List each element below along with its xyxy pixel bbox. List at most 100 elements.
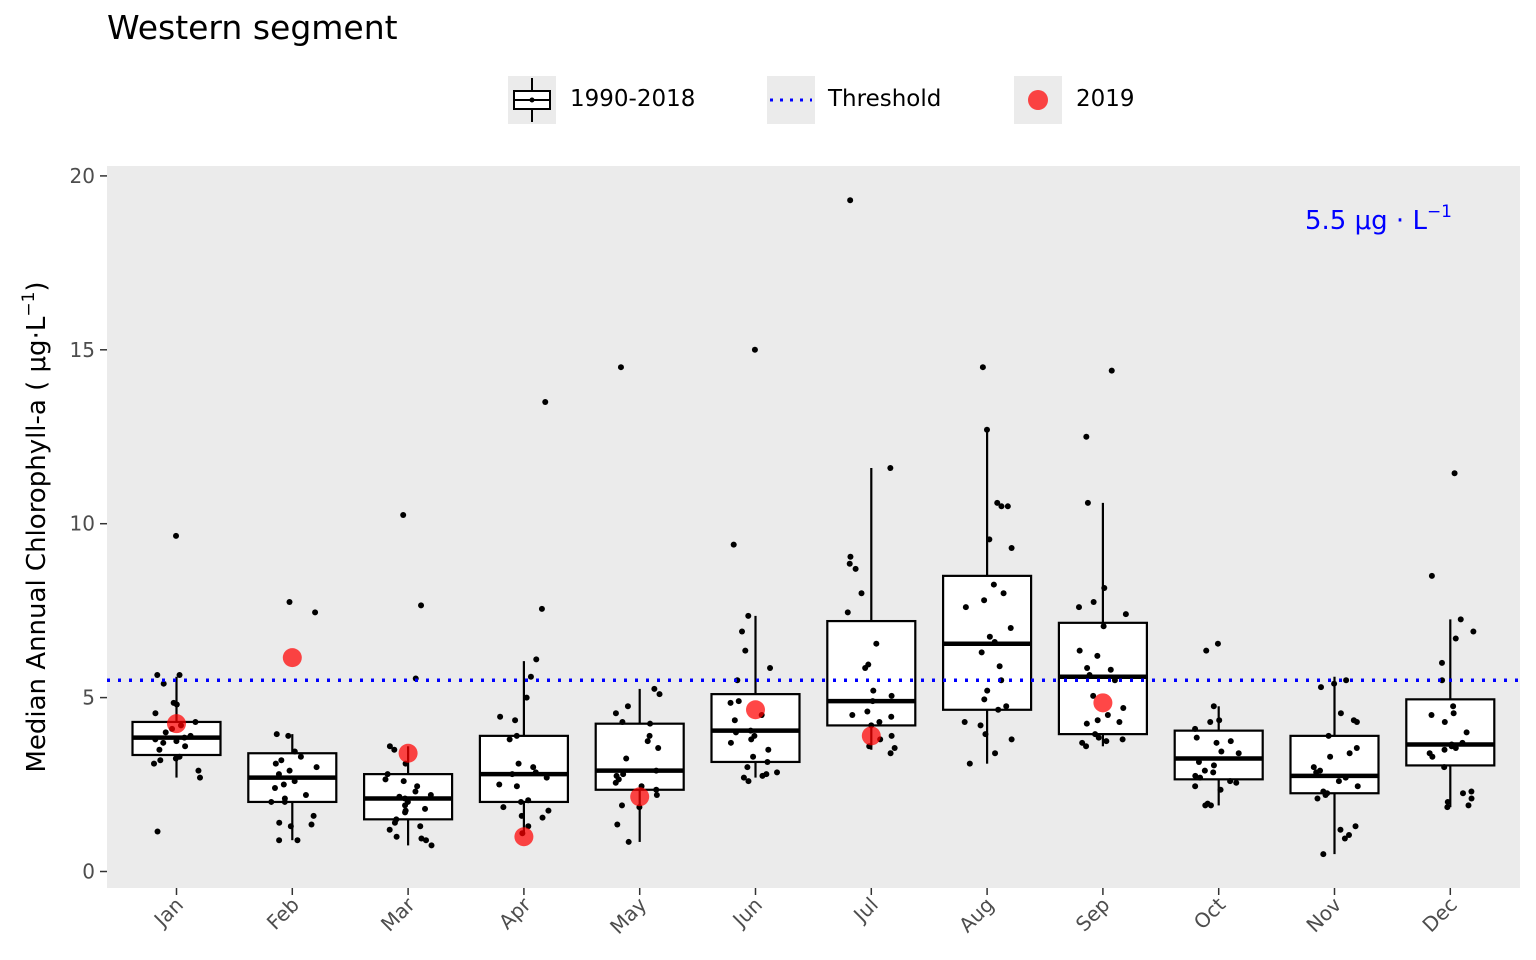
y-axis: 0 5 10 15 20 (70, 164, 107, 884)
data-point-apr (496, 781, 503, 788)
x-tick-label-jan: Jan (148, 893, 188, 933)
data-point-aug (1004, 503, 1011, 510)
data-point-jun (739, 628, 746, 635)
data-point-feb (280, 781, 287, 788)
data-point-may (624, 703, 631, 710)
data-point-dec (1441, 746, 1448, 753)
data-point-aug (1003, 703, 1010, 710)
data-point-mar (418, 602, 425, 609)
data-point-nov (1353, 718, 1360, 725)
data-point-oct (1218, 748, 1225, 755)
data-point-jan (181, 734, 188, 741)
box-iqr (710, 693, 801, 764)
data-point-dec (1429, 753, 1436, 760)
y-tick-label: 10 (70, 512, 95, 536)
data-point-mar (414, 783, 421, 790)
data-point-sep (1104, 711, 1111, 718)
data-point-mar (417, 823, 424, 830)
data-point-nov (1331, 680, 1338, 687)
data-point-jan (192, 718, 199, 725)
data-point-apr (509, 771, 516, 778)
data-point-nov (1353, 745, 1360, 752)
data-point-sep (1094, 717, 1101, 724)
data-point-mar (423, 837, 430, 844)
data-point-aug (991, 638, 998, 645)
threshold-annotation: 5.5 μg · L−1 (1305, 202, 1452, 236)
data-point-oct (1214, 640, 1221, 647)
data-point-jan (160, 680, 167, 687)
point-2019-jul (861, 726, 881, 746)
data-point-nov (1343, 677, 1350, 684)
data-point-mar (391, 819, 398, 826)
data-point-aug (1008, 736, 1015, 743)
data-point-oct (1227, 738, 1234, 745)
data-point-sep (1101, 585, 1108, 592)
data-point-oct (1195, 758, 1202, 765)
data-point-may (656, 691, 663, 698)
data-point-jan (154, 828, 161, 835)
data-point-feb (276, 837, 283, 844)
x-tick-label-oct: Oct (1189, 892, 1231, 934)
data-point-sep (1079, 739, 1086, 746)
plot-panel (107, 166, 1520, 888)
data-point-oct (1192, 783, 1199, 790)
data-point-aug (998, 503, 1005, 510)
data-point-dec (1457, 616, 1464, 623)
x-tick-label-jul: Jul (847, 893, 882, 928)
legend-label-2019: 2019 (1076, 86, 1135, 112)
data-point-may (620, 771, 627, 778)
data-point-jan (152, 710, 159, 717)
y-tick-label: 20 (70, 164, 95, 188)
data-point-may (655, 745, 662, 752)
data-point-jun (742, 647, 749, 654)
data-point-sep (1076, 647, 1083, 654)
data-point-nov (1337, 710, 1344, 717)
data-point-jun (764, 758, 771, 765)
point-2019-feb (282, 648, 302, 668)
data-point-dec (1428, 711, 1435, 718)
boxplot-may (594, 688, 685, 842)
data-point-apr (513, 732, 520, 739)
data-point-may (617, 364, 624, 371)
data-point-aug (981, 696, 988, 703)
data-point-aug (990, 581, 997, 588)
data-point-may (651, 685, 658, 692)
data-point-mar (428, 842, 435, 849)
data-point-jul (864, 708, 871, 715)
data-point-feb (302, 791, 309, 798)
legend-label-threshold: Threshold (828, 86, 942, 112)
data-point-aug (961, 718, 968, 725)
data-point-oct (1192, 772, 1199, 779)
data-point-jun (731, 717, 738, 724)
data-point-sep (1108, 367, 1115, 374)
data-point-jul (846, 560, 853, 567)
data-point-sep (1090, 598, 1097, 605)
boxplot-apr (478, 661, 569, 834)
data-point-jun (727, 739, 734, 746)
data-point-apr (538, 605, 545, 612)
data-point-mar (386, 826, 393, 833)
data-point-dec (1438, 659, 1445, 666)
data-point-oct (1217, 786, 1224, 793)
data-point-mar (402, 802, 409, 809)
data-point-apr (517, 798, 524, 805)
data-point-apr (500, 804, 507, 811)
data-point-feb (275, 771, 282, 778)
data-point-jul (849, 711, 856, 718)
data-point-sep (1094, 652, 1101, 659)
data-point-jul (852, 565, 859, 572)
data-point-may (653, 767, 660, 774)
data-point-jul (876, 718, 883, 725)
data-point-jan (160, 739, 167, 746)
data-point-feb (278, 757, 285, 764)
data-point-feb (297, 753, 304, 760)
data-point-nov (1352, 823, 1359, 830)
data-point-nov (1346, 750, 1353, 757)
data-point-jul (891, 745, 898, 752)
data-point-dec (1452, 745, 1459, 752)
data-point-mar (427, 791, 434, 798)
data-point-jan (187, 732, 194, 739)
data-point-nov (1346, 831, 1353, 838)
data-point-jul (888, 713, 895, 720)
data-point-aug (986, 536, 993, 543)
